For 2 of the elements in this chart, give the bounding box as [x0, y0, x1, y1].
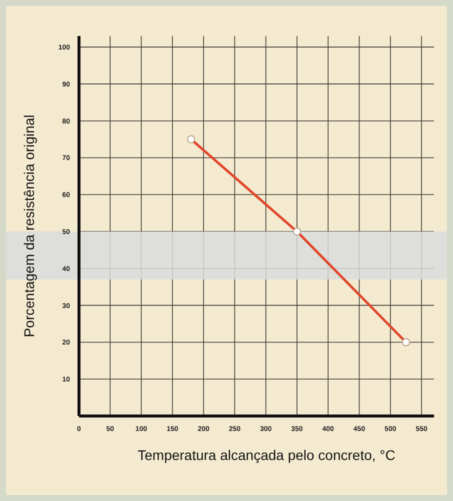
x-axis-title: Temperatura alcançada pelo concreto, °C: [138, 447, 396, 463]
y-axis-title: Porcentagem da resistência original: [21, 114, 37, 338]
